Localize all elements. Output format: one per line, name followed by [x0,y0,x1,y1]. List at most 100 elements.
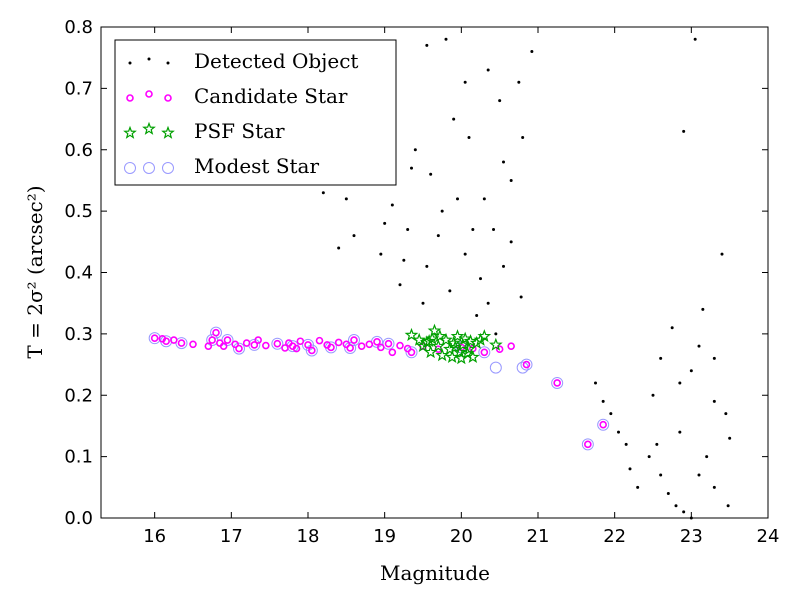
x-tick-label: 18 [297,526,320,547]
detected-object-point [655,442,659,446]
detected-object-point [398,283,402,287]
legend-label-detected-object: Detected Object [194,49,358,73]
detected-object-point [486,301,490,305]
detected-object-point [636,485,640,489]
legend-label-psf-star: PSF Star [194,119,285,143]
detected-object-point [674,504,678,508]
data-marks [148,37,732,520]
candidate-star-point [231,340,239,349]
y-tick-label: 0.0 [64,508,93,529]
legend-marker-candidate-star [164,94,172,102]
legend-label-modest-star: Modest Star [194,154,319,178]
modest-star-point [478,346,491,359]
detected-object-point [390,203,394,207]
legend-marker-detected-object [147,57,151,61]
detected-object-point [728,436,732,440]
candidate-star-point [346,344,354,352]
detected-object-point [726,504,730,508]
detected-object-point [502,264,505,268]
detected-object-point [666,491,670,495]
candidate-star-point [388,348,397,357]
x-tick-label: 20 [450,526,473,547]
legend-marker-candidate-star [126,94,134,102]
detected-object-point [475,313,479,317]
candidate-star-point [495,345,504,354]
candidate-star-point [162,337,170,346]
modest-star-point [520,358,533,371]
detected-object-point [425,264,429,268]
y-axis-ticks: 0.0 0.1 0.2 0.3 0.4 0.5 0.6 0.7 0.8 [64,17,768,529]
x-tick-label: 22 [603,526,626,547]
candidate-star-point [308,346,316,355]
psf-star-point [442,342,457,356]
y-tick-label: 0.1 [64,447,93,468]
x-tick-label: 21 [527,526,550,547]
y-tick-label: 0.8 [64,17,93,38]
x-tick-label: 24 [757,526,780,547]
legend-label-candidate-star: Candidate Star [194,84,348,108]
detected-object-point [720,252,724,256]
detected-object-point [440,209,444,213]
detected-object-point [724,412,728,416]
detected-object-point [463,252,467,256]
candidate-star-point [170,336,178,344]
legend-marker-modest-star [143,162,155,174]
detected-object-point [609,412,613,416]
detected-object-point [402,258,406,262]
detected-object-point [617,430,620,434]
candidate-star-point [262,341,270,350]
candidate-star-point [250,341,259,349]
candidate-star-point [327,343,335,352]
candidate-star-point [235,344,243,353]
detected-object-point [383,221,387,225]
detected-object-point [682,510,686,514]
detected-object-point [678,381,682,385]
psf-star-point [427,323,442,337]
candidate-star-point [407,348,416,357]
legend-marker-candidate-star [145,90,153,98]
x-tick-label: 19 [373,526,396,547]
detected-object-point [452,117,456,121]
candidate-star-point [212,328,220,337]
detected-object-point [697,473,701,477]
candidate-star-point [599,420,607,429]
detected-object-point [471,228,475,232]
detected-object-point [486,68,490,72]
candidate-star-point [507,342,515,350]
candidate-star-point [150,334,159,342]
detected-object-point [651,393,655,397]
candidate-star-point [208,336,216,344]
candidate-star-point [357,342,366,350]
detected-object-point [519,295,523,299]
legend-box [114,39,397,186]
modest-star-point [233,342,245,355]
x-tick-label: 23 [680,526,703,547]
detected-object-point [517,80,521,84]
modest-star-point [581,438,594,451]
psf-star-point [477,329,492,343]
y-tick-label: 0.5 [64,201,93,222]
legend-marker-detected-object [128,61,132,65]
x-axis-label: Magnitude [380,561,490,585]
modest-star-point [551,376,564,389]
modest-star-point [597,418,610,431]
modest-star-point [210,326,222,339]
detected-object-point [352,234,356,238]
candidate-star-point [584,440,592,449]
detected-object-point [337,246,341,250]
legend-marker-psf-star [142,121,156,135]
modest-star-point [344,341,357,354]
psf-star-point [412,332,427,346]
legend-marker-psf-star [123,125,137,139]
legend-marker-modest-star [162,162,174,174]
detected-object-point [659,473,663,477]
detected-object-point [421,301,425,305]
detected-object-point [689,369,693,373]
detected-object-point [624,442,628,446]
detected-object-point [530,50,534,54]
x-tick-label: 17 [220,526,243,547]
detected-object-point [509,240,513,244]
candidate-star-point [315,336,324,345]
legend-marker-modest-star [124,162,136,174]
